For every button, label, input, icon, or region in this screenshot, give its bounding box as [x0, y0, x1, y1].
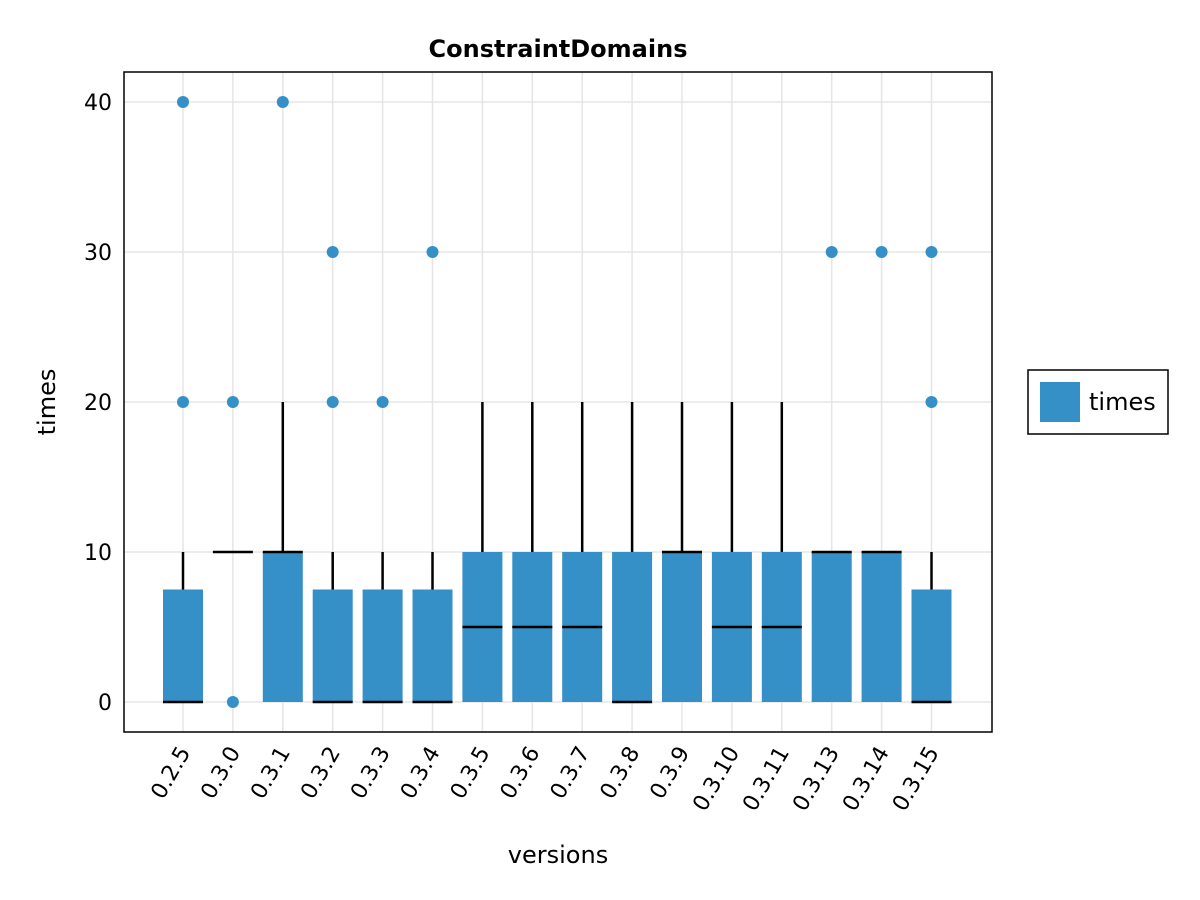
- box: [412, 589, 453, 702]
- outlier-point: [226, 396, 239, 408]
- outlier-point: [875, 246, 888, 258]
- legend-entry-times: times: [1089, 388, 1156, 416]
- outlier-point: [226, 696, 239, 708]
- x-axis-label: versions: [508, 841, 608, 869]
- outlier-point: [177, 96, 189, 108]
- outlier-point: [825, 246, 838, 258]
- legend: times: [1027, 369, 1169, 435]
- y-tick-label: 10: [84, 541, 112, 566]
- plot-frame: [123, 71, 993, 733]
- outlier-point: [326, 246, 339, 258]
- box: [312, 589, 353, 702]
- y-axis-label: times: [33, 369, 61, 436]
- outlier-point: [925, 246, 938, 258]
- outlier-point: [326, 396, 339, 408]
- boxes: [163, 402, 952, 704]
- y-tick-label: 0: [98, 691, 112, 716]
- y-tick-label: 40: [84, 91, 112, 116]
- box: [861, 552, 902, 702]
- outlier-point: [376, 396, 389, 408]
- box: [362, 589, 403, 702]
- box: [612, 552, 653, 702]
- box: [163, 589, 203, 702]
- box: [811, 552, 852, 702]
- chart-title: ConstraintDomains: [429, 35, 688, 63]
- box: [662, 552, 702, 702]
- legend-swatch: [1040, 382, 1080, 422]
- outlier-point: [276, 96, 289, 108]
- outlier-point: [177, 396, 189, 408]
- y-tick-label: 30: [84, 241, 112, 266]
- box: [262, 552, 303, 702]
- y-tick-label: 20: [84, 391, 112, 416]
- outlier-point: [925, 396, 938, 408]
- box: [911, 589, 952, 702]
- outliers: [177, 96, 938, 708]
- outlier-point: [426, 246, 439, 258]
